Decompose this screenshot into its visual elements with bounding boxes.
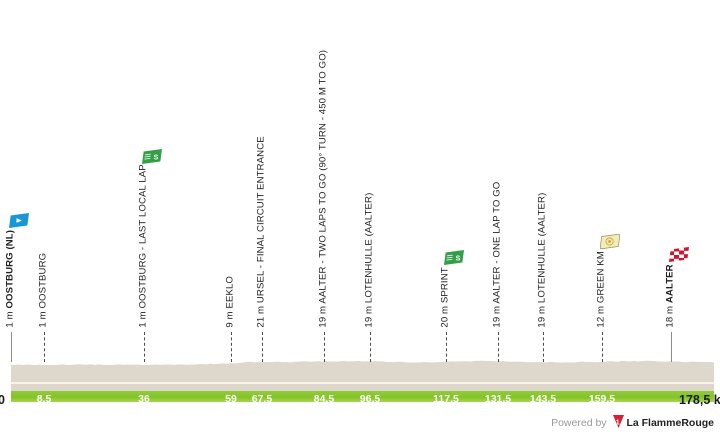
svg-text:S: S	[456, 253, 461, 262]
svg-text:1: 1	[616, 419, 620, 426]
svg-text:S: S	[154, 152, 159, 161]
